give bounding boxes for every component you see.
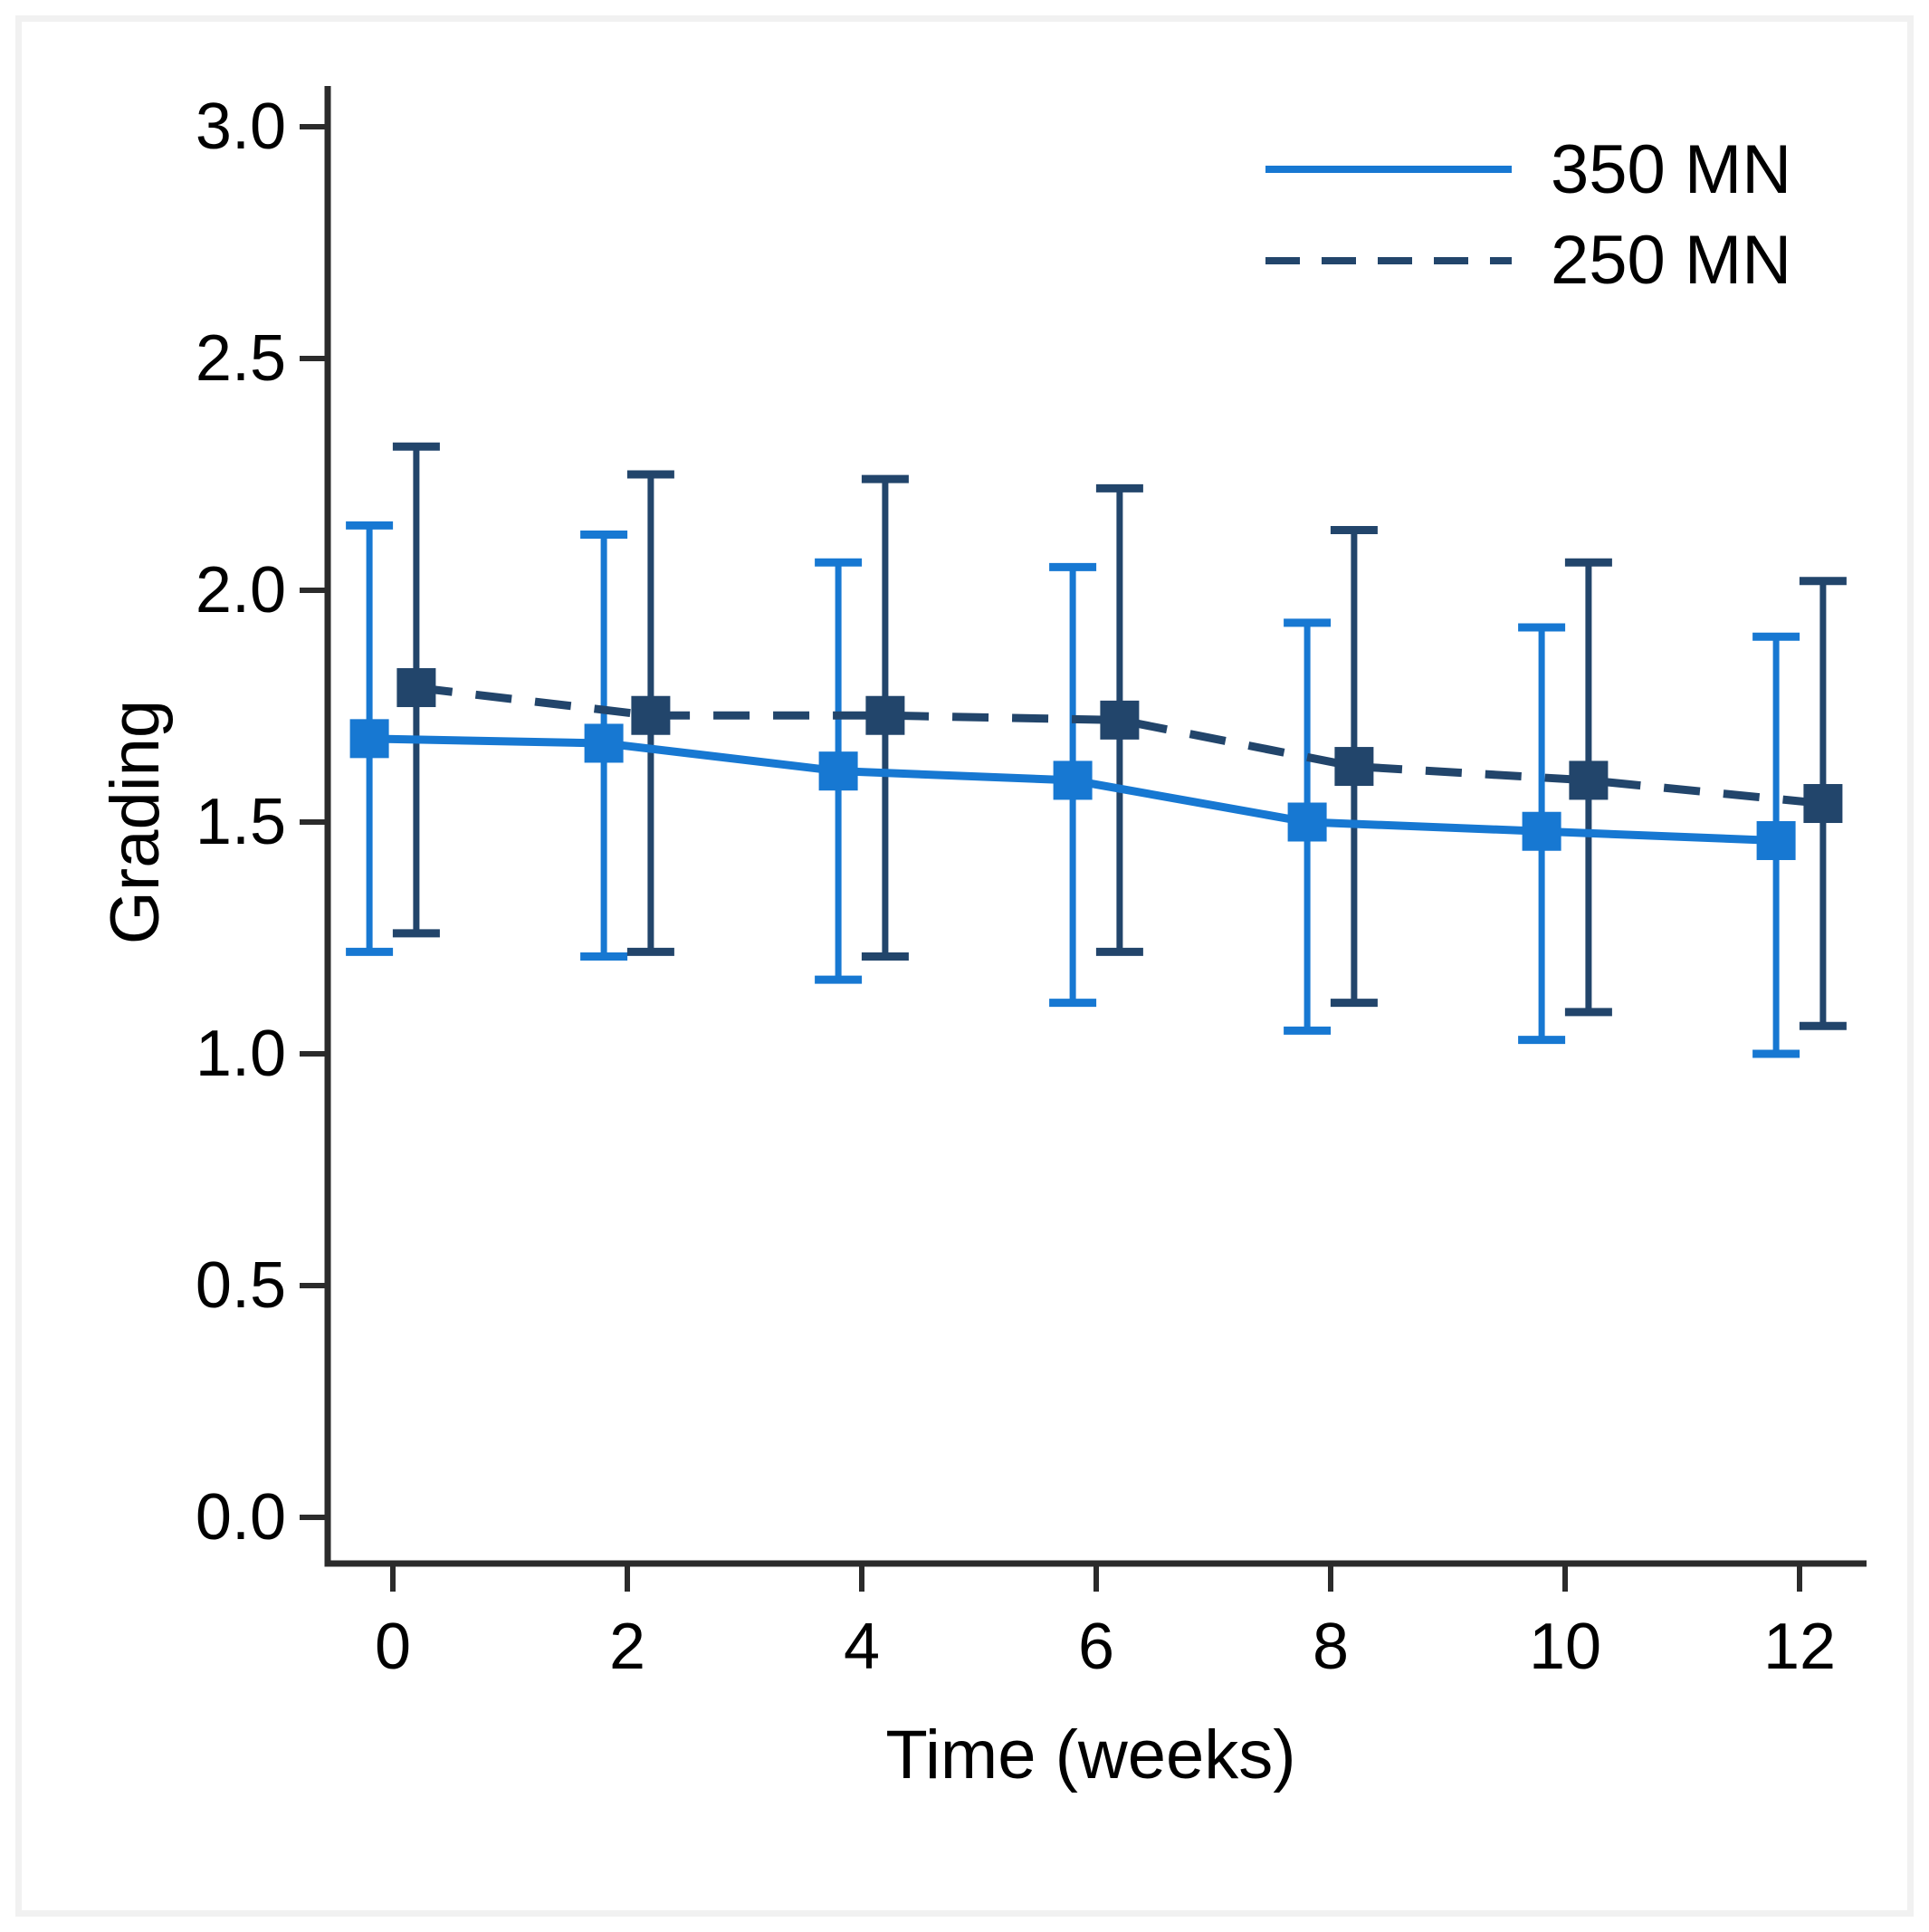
marker-0-week-10 — [1522, 811, 1561, 851]
marker-0-week-6 — [1053, 760, 1093, 800]
marker-1-week-10 — [1569, 760, 1609, 800]
y-tick-label: 2.5 — [196, 322, 286, 395]
marker-0-week-4 — [818, 751, 858, 791]
y-tick-label: 0.5 — [196, 1249, 286, 1322]
marker-0-week-2 — [584, 723, 624, 763]
marker-1-week-0 — [396, 668, 436, 708]
y-tick-label: 0.0 — [196, 1481, 286, 1554]
x-tick-label: 4 — [844, 1611, 880, 1683]
x-tick-label: 2 — [609, 1611, 645, 1683]
marker-0-week-0 — [349, 719, 389, 759]
y-tick-label: 3.0 — [196, 91, 286, 163]
marker-1-week-2 — [631, 695, 671, 735]
axis-spines — [324, 86, 1867, 1567]
x-axis-title: Time (weeks) — [885, 1717, 1296, 1793]
x-tick-label: 10 — [1529, 1611, 1601, 1683]
marker-1-week-12 — [1803, 784, 1843, 824]
x-tick-label: 6 — [1078, 1611, 1114, 1683]
x-tick-label: 12 — [1763, 1611, 1836, 1683]
marker-1-week-4 — [865, 695, 905, 735]
marker-0-week-8 — [1287, 802, 1327, 842]
y-tick-label: 1.0 — [196, 1018, 286, 1090]
x-tick-label: 8 — [1313, 1611, 1349, 1683]
marker-1-week-8 — [1334, 747, 1374, 787]
legend-label-350-mn: 350 MN — [1551, 131, 1792, 208]
y-axis-title: Grading — [97, 699, 174, 945]
y-tick-label: 1.5 — [196, 786, 286, 858]
marker-1-week-6 — [1100, 700, 1140, 740]
y-tick-label: 2.0 — [196, 554, 286, 626]
marker-0-week-12 — [1756, 820, 1796, 860]
x-tick-label: 0 — [375, 1611, 411, 1683]
legend-label-250-mn: 250 MN — [1551, 222, 1792, 299]
